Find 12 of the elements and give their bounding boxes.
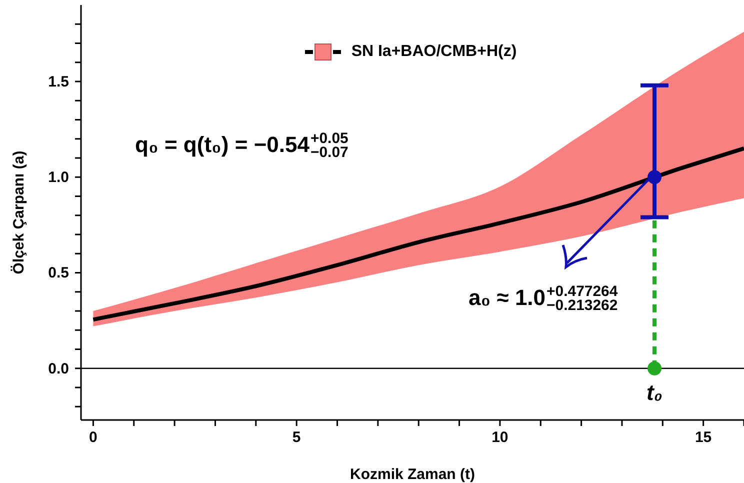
x-axis-title: Kozmik Zaman (t) [350,466,476,483]
y-tick-label: 0.5 [48,264,69,282]
x-tick-label: 10 [492,429,508,446]
y-tick-label: 0.0 [48,360,69,378]
annotation: t₀ [646,380,662,406]
x-tick-label: 15 [694,429,712,446]
x-tick-label: 5 [292,429,301,446]
y-tick-label: 1.0 [48,169,69,186]
y-axis-title: Ölçek Çarpanı (a) [10,150,28,274]
x-tick-label: 0 [89,429,98,446]
legend-label: SN Ia+BAO/CMB+H(z) [351,43,517,61]
y-tick-label: 1.5 [48,74,69,90]
